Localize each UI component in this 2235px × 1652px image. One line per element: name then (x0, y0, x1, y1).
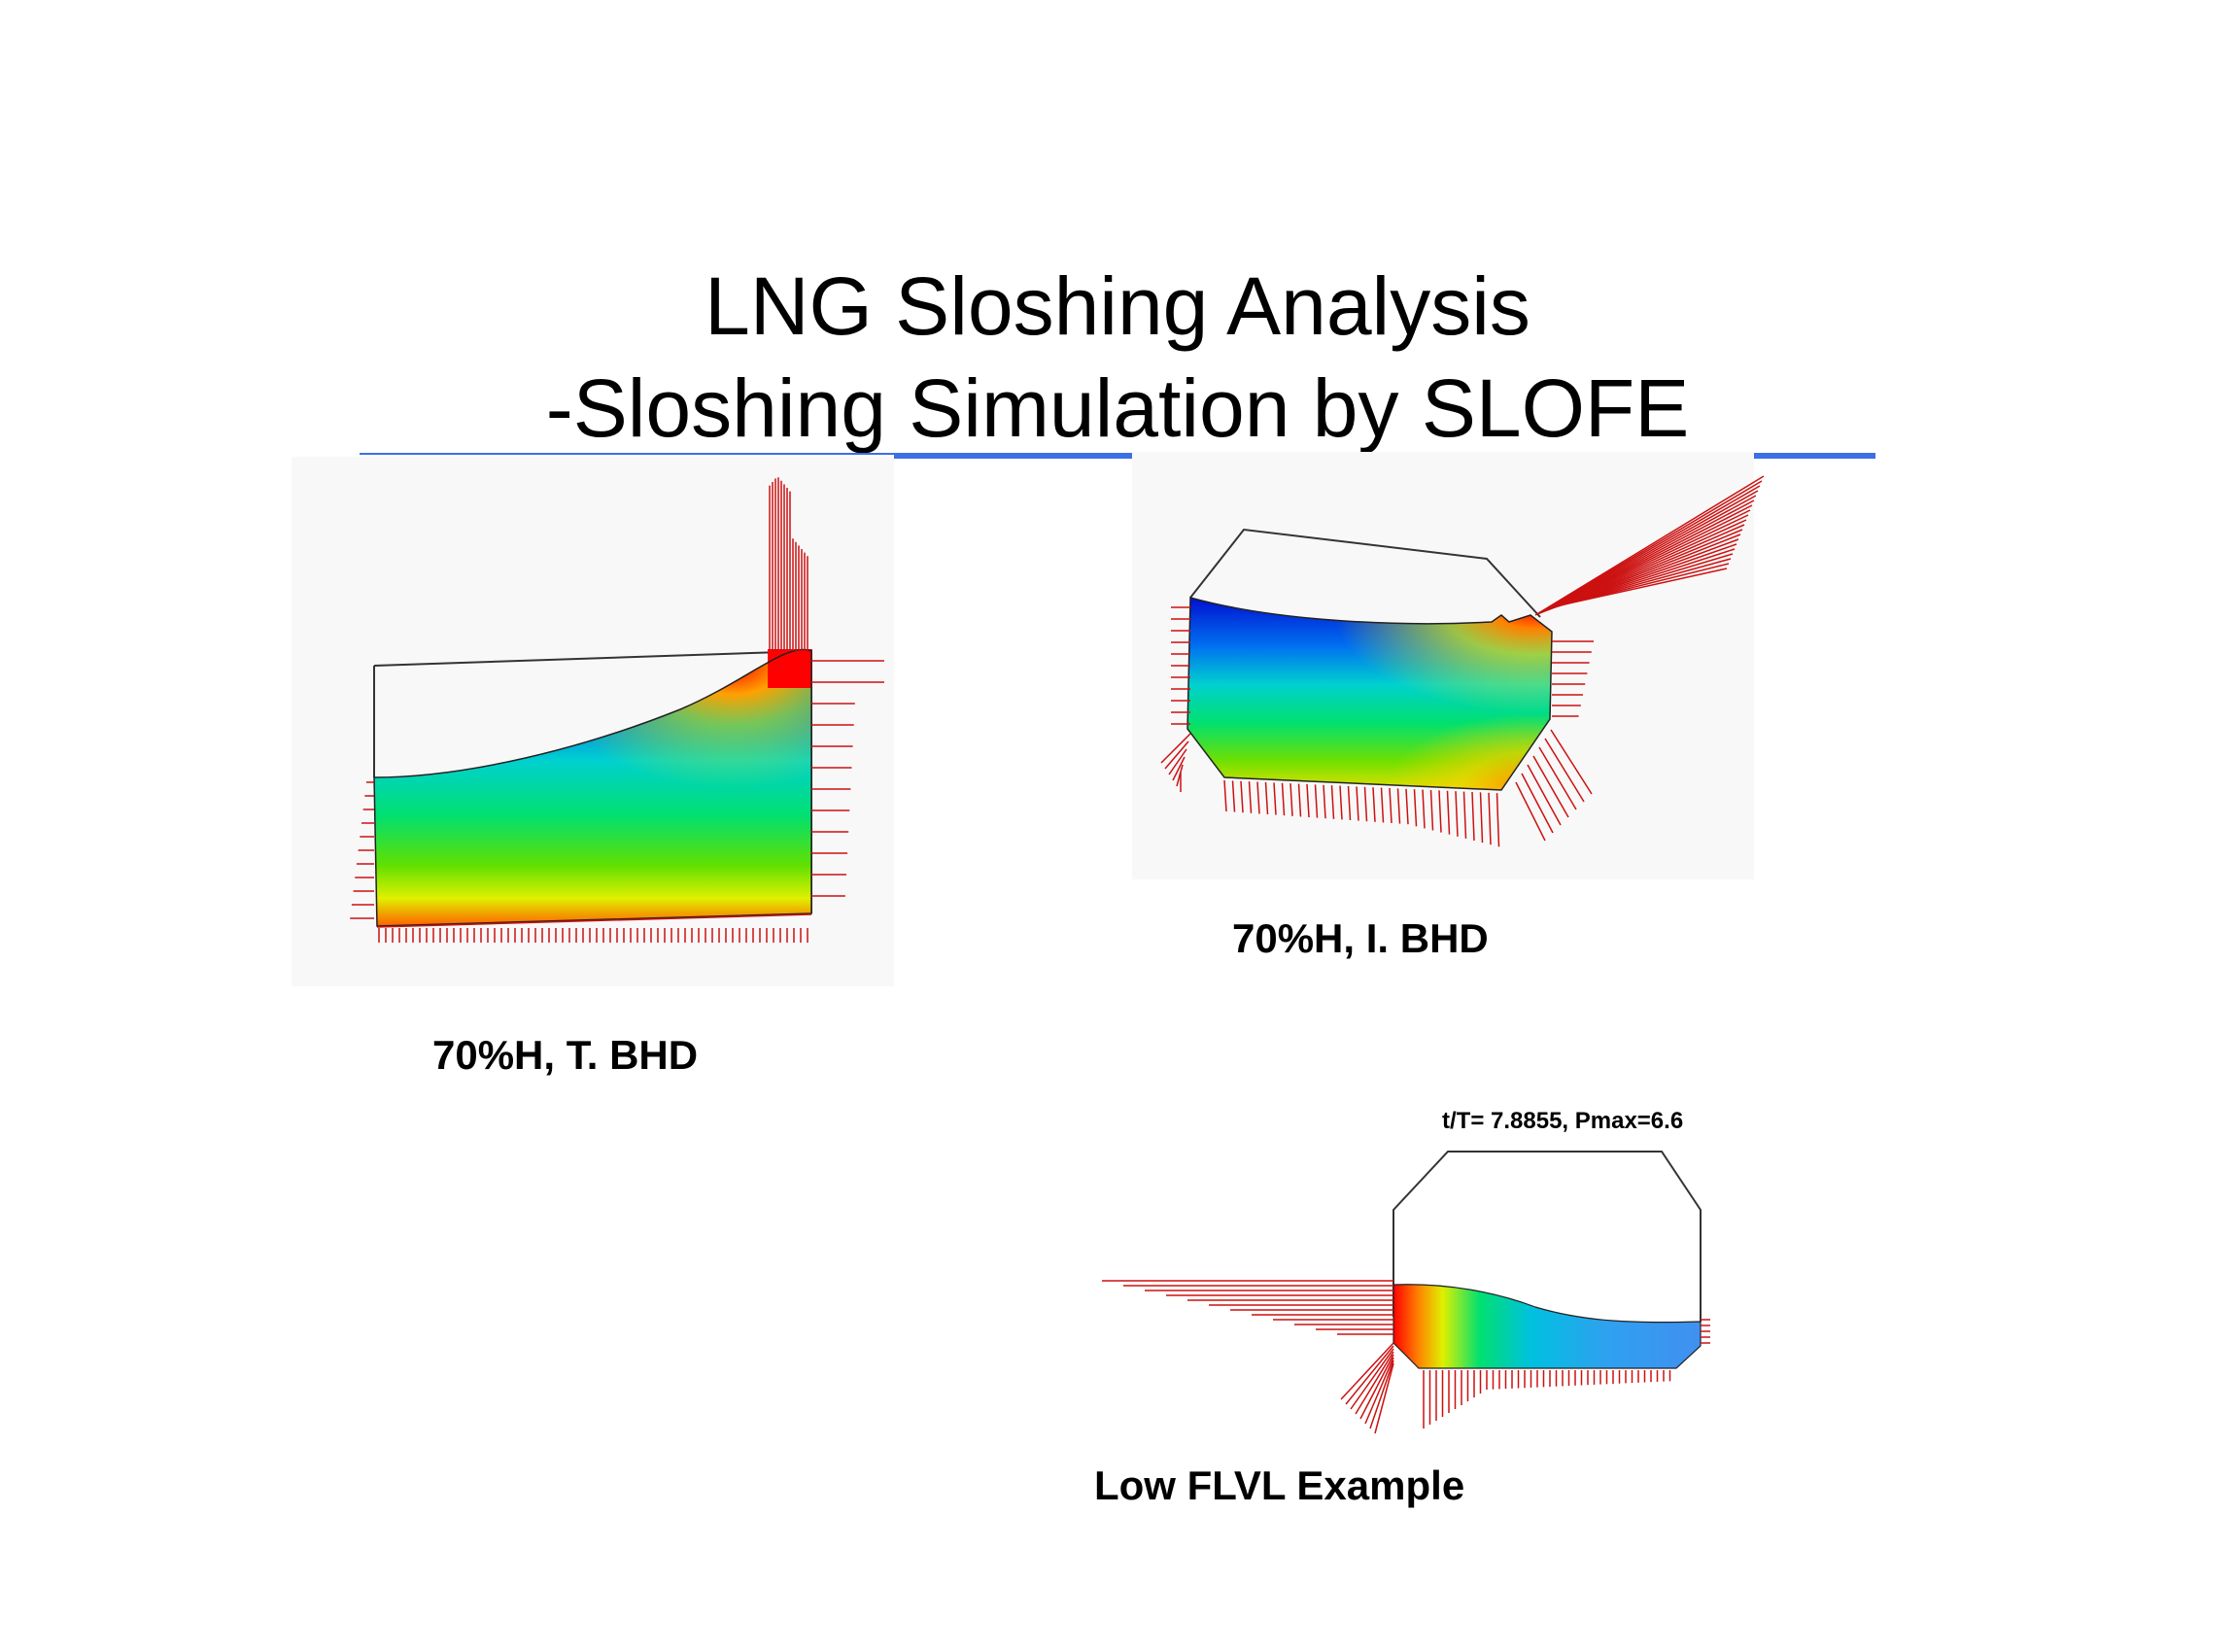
pressure-arrow (1369, 1359, 1394, 1429)
pressure-arrow (1340, 1342, 1394, 1400)
pressure-arrow (1281, 782, 1286, 816)
sloshing-plot-transverse-bhd (292, 457, 894, 986)
caption-right: 70%H, I. BHD (1232, 915, 1489, 961)
pressure-arrow (1372, 787, 1376, 822)
pressure-arrow (1479, 792, 1484, 843)
pressure-arrow (1521, 773, 1554, 834)
pressure-arrow (1527, 764, 1562, 826)
pressure-arrow (1273, 782, 1277, 815)
pressure-arrow (1446, 790, 1451, 835)
pressure-arrow (1356, 786, 1359, 821)
pressure-arrow (1164, 740, 1189, 770)
pressure-arrow (1240, 780, 1244, 813)
pressure-arrow (1396, 788, 1401, 824)
pressure-arrow (1488, 792, 1492, 845)
sloshing-plot-inclined-bhd (1132, 452, 1765, 879)
pressure-arrow (1172, 756, 1186, 781)
pressure-arrow (1306, 783, 1310, 818)
pressure-arrow (1363, 786, 1368, 822)
pressure-arrow (1389, 787, 1393, 824)
pressure-arrow (1297, 783, 1302, 817)
pressure-arrow (1538, 746, 1577, 810)
caption-left: 70%H, T. BHD (432, 1032, 699, 1078)
pressure-arrow (1168, 748, 1187, 775)
pressure-arrow (1438, 790, 1442, 833)
pressure-arrow (1347, 785, 1352, 821)
pressure-arrow (1422, 789, 1426, 829)
pressure-arrow (1350, 1348, 1394, 1410)
pressure-arrow (1355, 1351, 1394, 1415)
slide-title-line-2: -Sloshing Simulation by SLOFE (545, 362, 1690, 454)
pressure-arrow (1532, 755, 1569, 818)
pressure-arrow (1455, 791, 1459, 837)
slide-title-line-1: LNG Sloshing Analysis (705, 260, 1530, 352)
pressure-arrow (1339, 785, 1343, 820)
pressure-arrow (1330, 785, 1335, 819)
pressure-arrow (376, 913, 812, 928)
caption-bottom: Low FLVL Example (1094, 1463, 1465, 1508)
time-pressure-readout: t/T= 7.8855, Pmax=6.6 (1442, 1108, 1684, 1134)
pressure-arrow (1413, 789, 1418, 827)
pressure-arrow (1550, 729, 1593, 795)
pressure-arrow (1231, 780, 1236, 812)
title-underline (360, 453, 1875, 459)
pressure-arrow (1557, 568, 1728, 607)
pressure-arrow (1364, 1357, 1394, 1425)
pressure-arrow (1429, 789, 1434, 831)
pressure-arrow (1160, 733, 1191, 764)
pressure-arrow (1374, 1362, 1394, 1434)
pressure-arrow (1405, 788, 1409, 825)
pressure-arrow (1496, 793, 1500, 847)
pressure-arrow (1176, 764, 1184, 787)
pressure-arrow (1248, 781, 1253, 813)
pressure-arrow (1380, 787, 1385, 823)
pressure-arrow (1345, 1345, 1394, 1405)
pressure-arrow (1462, 791, 1467, 839)
pressure-arrow (1544, 738, 1585, 803)
pressure-arrow (1359, 1354, 1394, 1420)
pressure-arrow (1314, 784, 1319, 818)
pressure-arrow (1471, 791, 1475, 842)
pressure-arrow (1223, 779, 1227, 812)
pressure-arrow (1289, 783, 1293, 816)
pressure-arrow (1264, 781, 1269, 815)
pressure-arrow (1256, 781, 1260, 814)
pressure-arrow (1323, 784, 1326, 819)
pressure-arrow (1515, 781, 1546, 842)
sloshing-plot-low-fill (1102, 1151, 1710, 1434)
